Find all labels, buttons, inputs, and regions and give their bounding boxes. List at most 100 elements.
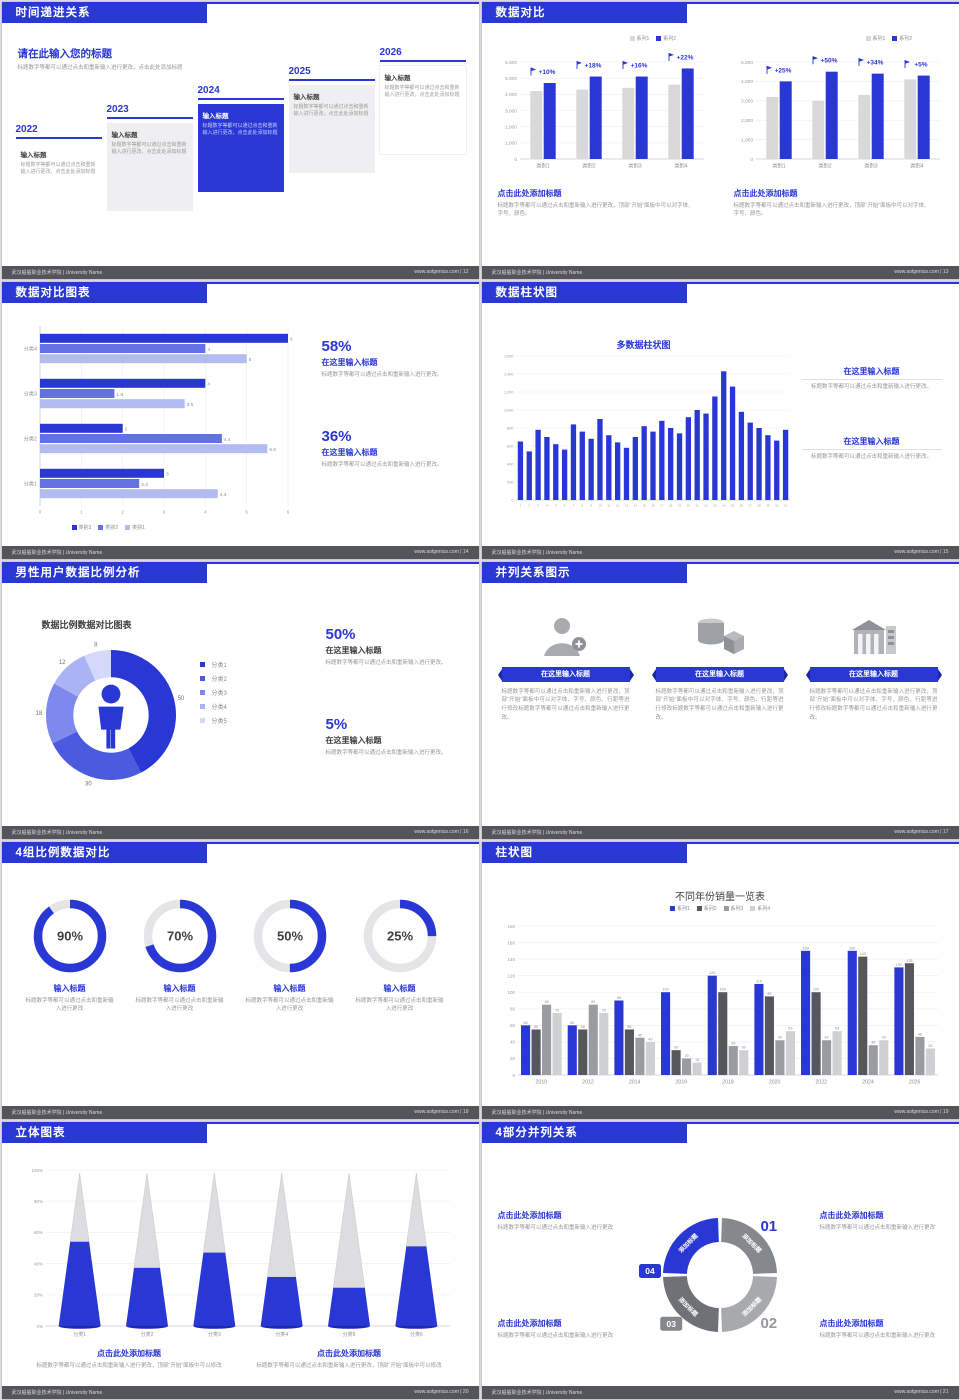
svg-text:+34%: +34% bbox=[866, 59, 883, 66]
slide-footer: 武汉船舶职业技术学院 | University Name www.aotgeni… bbox=[1, 1385, 479, 1399]
legend-label: 系列2 bbox=[899, 35, 913, 42]
svg-text:23: 23 bbox=[713, 503, 717, 507]
ribbon-title-button[interactable]: 在这里输入标题 bbox=[497, 666, 634, 682]
slide-title-bar: 男性用户数据比例分析 bbox=[1, 561, 207, 583]
slide-title-bar: 时间递进关系 bbox=[1, 1, 207, 23]
footer-page: www.aotgenius.com | 12 bbox=[414, 269, 469, 275]
caption-title: 点击此处添加标题 bbox=[819, 1318, 884, 1328]
slide-16-male-user-ratio[interactable]: 男性用户数据比例分析 数据比例数据对比图表 50 30 18 12 8 分类1 分类2 … bbox=[1, 561, 479, 839]
ribbon-label: 在这里输入标题 bbox=[541, 671, 590, 678]
legend-item: 系列2 bbox=[696, 905, 717, 912]
chart-legend: 系列1 系列2 bbox=[629, 35, 676, 42]
item-body: 标题数字等都可以通过点击和重新输入进行更改 bbox=[245, 997, 334, 1013]
svg-text:600: 600 bbox=[507, 444, 513, 448]
svg-text:分类5: 分类5 bbox=[342, 1331, 355, 1338]
svg-text:15: 15 bbox=[694, 1058, 698, 1062]
slide-title: 男性用户数据比例分析 bbox=[15, 567, 141, 579]
legend-label: 分类2 bbox=[211, 676, 227, 683]
caption-title: 点击此处添加标题 bbox=[733, 188, 798, 198]
svg-text:03: 03 bbox=[666, 1318, 676, 1328]
legend-item: 系列1 bbox=[669, 905, 690, 912]
header-accent-line bbox=[1, 561, 479, 564]
svg-text:30: 30 bbox=[775, 503, 779, 507]
slide-title-bar: 并列关系图示 bbox=[481, 561, 687, 583]
svg-text:60: 60 bbox=[509, 1023, 515, 1028]
svg-text:4,000: 4,000 bbox=[504, 92, 516, 98]
timeline-year: 2025 bbox=[288, 65, 311, 77]
legend-swatch bbox=[125, 524, 131, 530]
legend-label: 系列1 bbox=[636, 35, 650, 42]
svg-text:25: 25 bbox=[730, 503, 734, 507]
svg-text:2020: 2020 bbox=[768, 1079, 780, 1085]
svg-text:46: 46 bbox=[917, 1032, 921, 1036]
svg-text:400: 400 bbox=[507, 462, 513, 466]
chart-title: 不同年份销量一览表 bbox=[675, 891, 765, 903]
slide-title: 时间递进关系 bbox=[15, 7, 91, 19]
column-body: 标题数字等都可以通过点击和重新输入进行更改，顶部“开始”面板中可以对字体、字号、… bbox=[501, 688, 630, 721]
svg-text:类别1: 类别1 bbox=[772, 161, 785, 169]
ratio-item-1: 90% 输入标题 标题数字等都可以通过点击和重新输入进行更改 bbox=[24, 898, 116, 1015]
svg-text:120: 120 bbox=[709, 971, 715, 975]
legend-label: 分类3 bbox=[211, 690, 227, 697]
legend-item: 系列1 bbox=[865, 35, 885, 42]
stat-block-1: 58% 在这里输入标题 标题数字等都可以通过点击和重新输入进行更改。 bbox=[322, 338, 460, 380]
svg-text:70%: 70% bbox=[166, 928, 192, 943]
svg-text:200: 200 bbox=[507, 480, 513, 484]
item-title: 输入标题 bbox=[383, 983, 416, 993]
caption-title: 点击此处添加标题 bbox=[317, 1348, 381, 1358]
svg-text:20: 20 bbox=[686, 503, 690, 507]
slide-footer: 武汉船舶职业技术学院 | University Name www.aotgeni… bbox=[1, 265, 479, 279]
svg-text:0: 0 bbox=[512, 1072, 515, 1077]
svg-text:32: 32 bbox=[928, 1044, 932, 1048]
legend-label: 系列2 bbox=[703, 905, 717, 912]
stat-percent: 36% bbox=[321, 427, 352, 445]
slide-17-parallel-relationship[interactable]: 并列关系图示 在这里输入标题 标题数字等都可以通过点击和重新输入进行更改，顶部“… bbox=[481, 561, 959, 839]
legend-swatch bbox=[199, 675, 205, 681]
legend-label: 分类5 bbox=[211, 718, 227, 725]
svg-text:+18%: +18% bbox=[584, 62, 601, 69]
timeline-divider bbox=[288, 78, 375, 81]
svg-text:类别2: 类别2 bbox=[818, 161, 831, 169]
footer-org: 武汉船舶职业技术学院 | University Name bbox=[491, 829, 583, 836]
caption-body: 标题数字等都可以通过点击和重新输入进行更改 bbox=[819, 1224, 936, 1231]
stat-body: 标题数字等都可以通过点击和重新输入进行更改。 bbox=[325, 749, 447, 756]
slide-14-comparison-bar-chart[interactable]: 数据对比图表 0 1 2 3 4 5 6 分类4 6 4 5 分类3 4 1.8 3.5 分类2 2 4.4 5.5… bbox=[1, 281, 479, 559]
timeline-divider bbox=[197, 97, 284, 100]
svg-text:02: 02 bbox=[760, 1314, 777, 1331]
svg-text:类别3: 类别3 bbox=[628, 161, 641, 169]
svg-text:18: 18 bbox=[35, 711, 42, 717]
caption-title: 在这里输入标题 bbox=[801, 436, 942, 450]
slide-13-data-comparison[interactable]: 数据对比 系列1 系列2 0 1,000 2,000 3,000 4,000 5,000 6… bbox=[481, 1, 959, 279]
legend-item: 分类4 bbox=[199, 702, 227, 711]
header-accent-line bbox=[481, 841, 959, 844]
svg-text:30: 30 bbox=[673, 1045, 677, 1049]
slide-19-column-chart[interactable]: 柱状图 不同年份销量一览表 系列1 系列2 系列3 系列4 0 20 40 60 80 1… bbox=[481, 841, 959, 1119]
caption-title: 点击此处添加标题 bbox=[497, 1318, 562, 1328]
ribbon-title-button[interactable]: 在这里输入标题 bbox=[651, 666, 788, 682]
slide-footer: 武汉船舶职业技术学院 | University Name www.aotgeni… bbox=[481, 1105, 959, 1119]
footer-page: www.aotgenius.com | 18 bbox=[414, 1109, 469, 1115]
timeline-item-2022: 2022 输入标题 标题数字等都可以通过点击和重新输入进行更改，点击此处添加标题 bbox=[15, 124, 102, 231]
slide-title-bar: 4部分并列关系 bbox=[481, 1121, 687, 1143]
item-body: 标题数字等都可以通过点击和重新输入进行更改 bbox=[135, 997, 224, 1013]
legend-swatch bbox=[865, 35, 871, 41]
timeline-card: 输入标题 标题数字等都可以通过点击和重新输入进行更改，点击此处添加标题 bbox=[106, 122, 193, 211]
slide-footer: 武汉船舶职业技术学院 | University Name www.aotgeni… bbox=[481, 1385, 959, 1399]
slide-20-3d-cone-chart[interactable]: 立体图表 0% 20% 40% 60% 80% 100% 分类1 分类2 分类3 分类4 分类5 分类… bbox=[1, 1121, 479, 1399]
slide-12-time-progression[interactable]: 时间递进关系 请在此输入您的标题 标题数字等都可以通过点击和重新输入进行更改，点… bbox=[1, 1, 479, 279]
ribbon-title-button[interactable]: 在这里输入标题 bbox=[805, 666, 942, 682]
slide-18-four-ratio-comparison[interactable]: 4组比例数据对比 90% 输入标题 标题数字等都可以通过点击和重新输入进行更改 … bbox=[1, 841, 479, 1119]
legend-swatch bbox=[656, 35, 662, 41]
slide-21-four-part-parallel[interactable]: 4部分并列关系 添加标题 添加标题 添加标题 添加标题 01 02 03 04 点击此处添加标… bbox=[481, 1121, 959, 1399]
grouped-bar-chart-right: 0 1,000 2,000 3,000 4,000 5,000 类别1 +25% 类别2 +50%… bbox=[730, 46, 944, 170]
timeline-divider bbox=[15, 136, 102, 139]
caption-body: 标题数字等都可以通过点击和重新输入进行更改。 bbox=[810, 453, 932, 460]
stat-body: 标题数字等都可以通过点击和重新输入进行更改。 bbox=[325, 659, 447, 666]
footer-page: www.aotgenius.com | 17 bbox=[894, 829, 949, 835]
slide-15-data-column-chart[interactable]: 数据柱状图 多数据柱状图 0 200 400 600 800 1,000 1,200 1,40… bbox=[481, 281, 959, 559]
svg-text:40: 40 bbox=[509, 1039, 515, 1044]
timeline-card-body: 标题数字等都可以通过点击和重新输入进行更改，点击此处添加标题 bbox=[111, 141, 187, 156]
timeline-card: 输入标题 标题数字等都可以通过点击和重新输入进行更改，点击此处添加标题 bbox=[380, 66, 466, 154]
ratio-item-4: 25% 输入标题 标题数字等都可以通过点击和重新输入进行更改 bbox=[354, 898, 446, 1015]
